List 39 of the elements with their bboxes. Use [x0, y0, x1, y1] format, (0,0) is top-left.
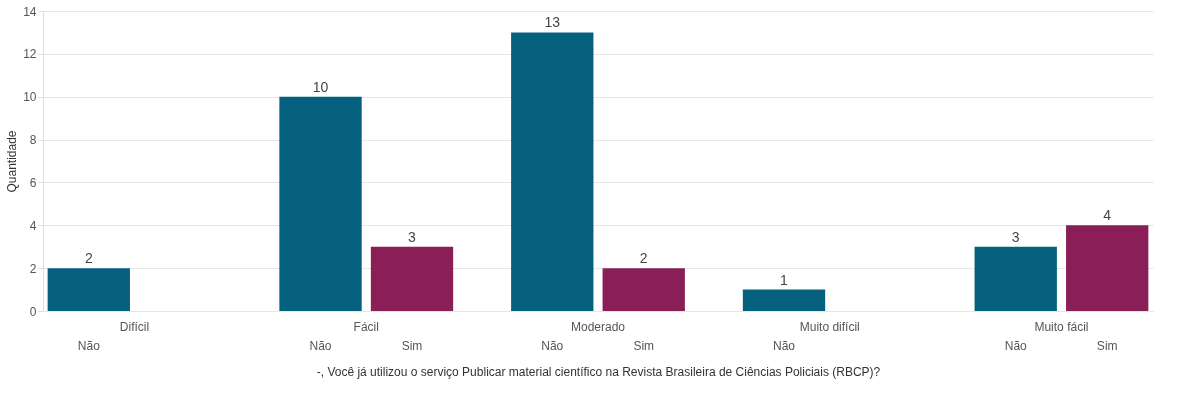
- bar: [1066, 225, 1149, 311]
- y-tick-label: 10: [23, 90, 37, 105]
- data-label: 2: [84, 250, 93, 267]
- bar: [742, 289, 826, 311]
- x-tick-label: Fácil: [353, 319, 379, 334]
- data-label: 4: [1103, 207, 1112, 224]
- bar: [47, 268, 130, 311]
- x-tick-label: Muito fácil: [1034, 319, 1089, 334]
- data-label: 3: [408, 228, 417, 245]
- data-label: 13: [544, 14, 561, 31]
- data-label: 2: [639, 250, 648, 267]
- y-tick-label: 6: [29, 175, 37, 190]
- y-tick-label: 4: [29, 218, 37, 233]
- y-tick-label: 2: [29, 261, 37, 276]
- bar: [279, 96, 362, 311]
- text: Sim: [633, 339, 655, 353]
- bar: [511, 32, 594, 311]
- bar: [974, 246, 1057, 311]
- text: Não: [309, 339, 332, 353]
- text: Não: [77, 339, 101, 353]
- y-tick-label: 0: [29, 304, 37, 319]
- data-label: 1: [780, 271, 789, 288]
- bar: [602, 268, 685, 311]
- data-label: 3: [1011, 228, 1020, 245]
- bar: [370, 246, 454, 311]
- y-tick-label: 12: [23, 47, 37, 62]
- text: Sim: [1096, 339, 1118, 353]
- text: Sim: [401, 339, 423, 353]
- x-tick-label: Moderado: [570, 319, 626, 334]
- text: Não: [1004, 339, 1027, 353]
- x-tick-label: Difícil: [119, 319, 150, 334]
- y-tick-label: 8: [29, 133, 37, 148]
- x-tick-label: Muito difícil: [799, 319, 860, 334]
- x-axis-title: -, Você já utilizou o serviço Publicar material científico na Revista Brasileira de Ciências Policiais (RBCP)?: [316, 364, 881, 379]
- text: Não: [541, 339, 564, 353]
- text: Não: [772, 339, 795, 353]
- y-tick-label: 14: [23, 4, 37, 19]
- data-label: 10: [312, 78, 329, 95]
- y-axis-title: Quantidade: [5, 130, 20, 193]
